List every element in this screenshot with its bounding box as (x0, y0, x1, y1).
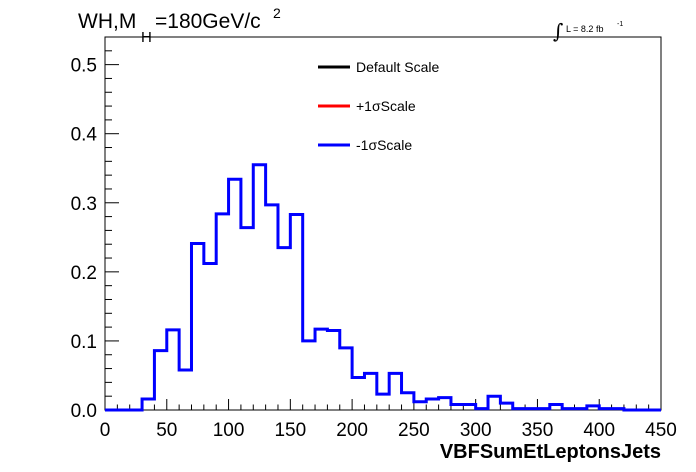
legend-label-minus1sigma: -1σScale (356, 137, 412, 153)
series-layer (105, 163, 661, 412)
x-axis-title: VBFSumEtLeptonsJets (440, 441, 661, 463)
luminosity-exponent: -1 (617, 21, 623, 28)
x-tick-label: 300 (460, 420, 492, 441)
x-tick-label: 0 (100, 420, 111, 441)
y-axis: 0.0 0.1 0.2 0.3 0.4 0.5 (71, 36, 119, 422)
luminosity-integral: ∫ (553, 19, 563, 43)
x-tick-label: 100 (213, 420, 245, 441)
luminosity-label: L = 8.2 fb (566, 24, 603, 34)
x-tick-label: 350 (522, 420, 554, 441)
legend-label-default: Default Scale (356, 59, 439, 75)
x-tick-label: 150 (274, 420, 306, 441)
y-tick-label: 0.0 (71, 401, 97, 422)
x-axis: 0 50 100 150 200 250 300 350 400 450 (100, 399, 677, 441)
legend-label-plus1sigma: +1σScale (356, 98, 416, 114)
plot-frame (104, 36, 662, 411)
y-tick-label: 0.3 (71, 194, 97, 215)
y-tick-label: 0.2 (71, 263, 97, 284)
series-line-minus1sigma (105, 163, 661, 412)
x-tick-label: 400 (583, 420, 615, 441)
x-tick-label: 200 (336, 420, 368, 441)
x-tick-label: 250 (398, 420, 430, 441)
chart-title: WH,M (78, 10, 136, 33)
y-tick-label: 0.5 (71, 56, 97, 77)
y-tick-label: 0.4 (71, 125, 98, 146)
legend: Default Scale +1σScale -1σScale (318, 59, 439, 153)
chart-title-mass: =180GeV/c (155, 10, 261, 33)
chart-title-superscript: 2 (273, 5, 281, 21)
chart-title-subscript: H (141, 29, 152, 46)
y-tick-label: 0.1 (71, 332, 97, 353)
x-tick-label: 50 (156, 420, 177, 441)
x-tick-label: 450 (645, 420, 677, 441)
